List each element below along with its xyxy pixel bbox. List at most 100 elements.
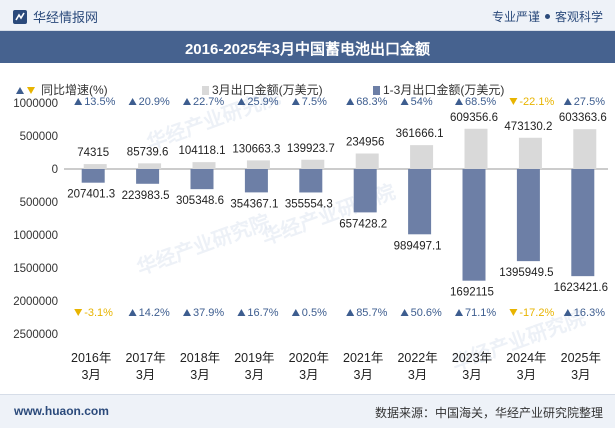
- cumulative-growth-label: 14.2%: [139, 307, 170, 319]
- cumulative-growth-up-triangle-icon: [291, 309, 300, 316]
- cumulative-growth-up-triangle-icon: [346, 309, 355, 316]
- bar-cumulative: [136, 169, 160, 184]
- cumulative-growth-down-triangle-icon: [74, 309, 83, 316]
- cumulative-growth-up-triangle-icon: [237, 309, 246, 316]
- x-tick-label-month: 3月: [190, 368, 209, 382]
- data-source: 数据来源：中国海关，华经产业研究院整理: [374, 406, 603, 420]
- y-tick-label: 500000: [20, 131, 58, 143]
- march-growth-label: 25.9%: [247, 96, 278, 108]
- march-growth-label: -22.1%: [519, 96, 554, 108]
- march-growth-label: 27.5%: [574, 96, 605, 108]
- legend-march-swatch: [202, 86, 209, 95]
- legend-cumulative-label: 1-3月出口金额(万美元): [383, 82, 504, 97]
- bar-cumulative: [299, 169, 323, 193]
- cumulative-value-label: 354367.1: [230, 198, 278, 210]
- x-tick-label-year: 2018年: [180, 351, 220, 365]
- x-tick-label-year: 2019年: [234, 351, 274, 365]
- cumulative-growth-up-triangle-icon: [563, 309, 572, 316]
- top-bar: 华经情报网 专业严谨 客观科学: [0, 0, 615, 31]
- bar-march: [83, 164, 107, 169]
- website-link[interactable]: www.huaon.com: [14, 404, 109, 418]
- bar-march: [192, 162, 216, 169]
- x-tick-label-year: 2024年: [506, 351, 546, 365]
- cumulative-growth-label: -3.1%: [84, 307, 113, 319]
- cumulative-value-label: 657428.2: [339, 218, 387, 230]
- separator-dot-icon: [544, 14, 550, 19]
- cumulative-value-label: 1692115: [450, 287, 494, 299]
- x-tick-label-month: 3月: [462, 368, 481, 382]
- march-growth-label: 22.7%: [193, 96, 224, 108]
- march-value-label: 74315: [77, 147, 109, 159]
- march-growth-label: 68.5%: [465, 96, 496, 108]
- x-tick-label-month: 3月: [353, 368, 372, 382]
- y-tick-label: 1000000: [13, 230, 58, 242]
- x-tick-label-month: 3月: [571, 368, 590, 382]
- y-tick-label: 1000000: [13, 98, 58, 110]
- march-growth-up-triangle-icon: [291, 98, 300, 105]
- legend-down-triangle-icon: [27, 87, 35, 94]
- brand-name: 华经情报网: [33, 10, 99, 25]
- cumulative-value-label: 1395949.5: [499, 267, 553, 279]
- y-tick-label: 0: [52, 164, 58, 176]
- march-growth-label: 7.5%: [302, 96, 327, 108]
- x-tick-label-year: 2023年: [452, 351, 492, 365]
- cumulative-value-label: 207401.3: [67, 189, 115, 201]
- cumulative-growth-label: 37.9%: [193, 307, 224, 319]
- bar-march: [355, 153, 379, 169]
- legend-up-triangle-icon: [16, 87, 24, 94]
- cumulative-value-label: 989497.1: [394, 240, 442, 252]
- x-tick-label-year: 2020年: [289, 351, 329, 365]
- bar-cumulative: [244, 169, 268, 193]
- x-tick-label-year: 2016年: [71, 351, 111, 365]
- march-growth-up-triangle-icon: [346, 98, 355, 105]
- legend-march-label: 3月出口金额(万美元): [212, 82, 323, 97]
- march-growth-up-triangle-icon: [237, 98, 246, 105]
- chart-title: 2016-2025年3月中国蓄电池出口金额: [184, 41, 431, 58]
- legend-growth-label: 同比增速(%): [41, 83, 108, 97]
- cumulative-growth-label: 85.7%: [356, 307, 387, 319]
- march-growth-up-triangle-icon: [455, 98, 463, 105]
- march-value-label: 139923.7: [287, 143, 335, 155]
- y-tick-label: 2000000: [13, 296, 58, 308]
- tagline-1: 专业严谨: [491, 10, 540, 24]
- bar-march: [138, 163, 162, 169]
- x-tick-label-year: 2022年: [397, 351, 437, 365]
- march-growth-up-triangle-icon: [400, 98, 409, 105]
- watermark-text: 华经产业研究院: [134, 209, 274, 279]
- march-value-label: 609356.6: [450, 112, 498, 124]
- march-growth-up-triangle-icon: [183, 98, 191, 105]
- bar-cumulative: [353, 169, 377, 213]
- bottom-bar: www.huaon.com 数据来源：中国海关，华经产业研究院整理: [0, 394, 615, 428]
- march-value-label: 473130.2: [504, 121, 552, 133]
- bar-cumulative: [81, 169, 105, 183]
- march-growth-label: 68.3%: [356, 96, 387, 108]
- cumulative-growth-up-triangle-icon: [128, 309, 137, 316]
- tagline-2: 客观科学: [554, 10, 603, 24]
- bar-cumulative: [190, 169, 214, 190]
- cumulative-growth-down-triangle-icon: [509, 309, 518, 316]
- x-tick-label-year: 2021年: [343, 351, 383, 365]
- march-growth-down-triangle-icon: [509, 98, 518, 105]
- bar-cumulative: [462, 169, 486, 281]
- x-tick-label-month: 3月: [136, 368, 155, 382]
- cumulative-growth-label: 16.7%: [247, 307, 278, 319]
- march-growth-label: 54%: [411, 96, 433, 108]
- x-tick-label-month: 3月: [408, 368, 427, 382]
- bar-march: [246, 160, 270, 169]
- brand[interactable]: 华经情报网: [12, 7, 98, 26]
- cumulative-value-label: 305348.6: [176, 195, 224, 207]
- bar-cumulative: [571, 169, 595, 277]
- march-value-label: 361666.1: [396, 128, 444, 140]
- march-growth-label: 13.5%: [84, 96, 115, 108]
- march-growth-label: 20.9%: [139, 96, 170, 108]
- cumulative-value-label: 1623421.6: [554, 282, 608, 294]
- cumulative-growth-label: 50.6%: [411, 307, 442, 319]
- x-tick-label-year: 2025年: [561, 351, 601, 365]
- x-tick-label-month: 3月: [517, 368, 536, 382]
- title-bar: 2016-2025年3月中国蓄电池出口金额: [0, 31, 615, 63]
- cumulative-value-label: 223983.5: [122, 190, 170, 202]
- bar-march: [464, 128, 488, 169]
- legend-cumulative-swatch: [373, 86, 380, 95]
- cumulative-growth-label: 16.3%: [574, 307, 605, 319]
